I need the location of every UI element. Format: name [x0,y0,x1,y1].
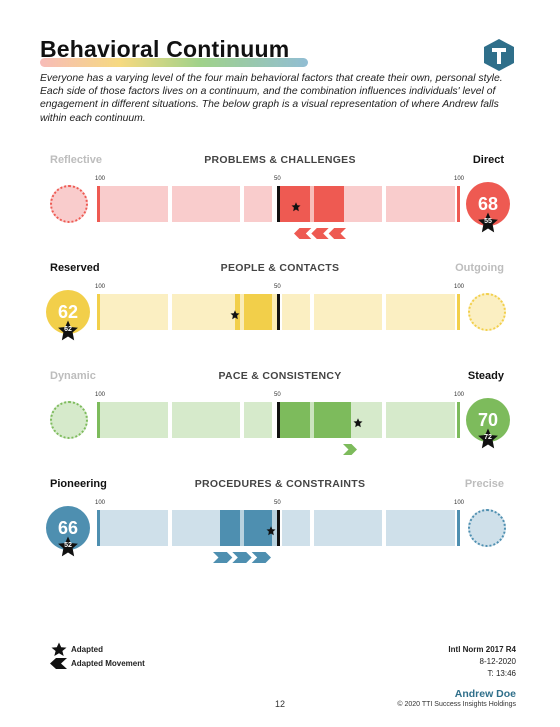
report-time: T: 13:46 [487,669,516,678]
scale-tick-label: 100 [95,392,106,398]
chevron-left-icon [50,658,67,669]
continuum-right-label: Direct [472,154,504,166]
continuum-segment [282,294,310,330]
adapted-score-star: 62 [57,320,79,342]
natural-score-fill [278,402,351,438]
scale-tick-label: 100 [454,392,465,398]
continuum-segment [282,510,310,546]
continuum-title: PROCEDURES & CONSTRAINTS [194,478,366,490]
chevron-right-icon [213,550,271,568]
continuum-segment [100,402,168,438]
adapted-score-star: 52 [57,536,79,558]
star-icon [51,642,67,656]
scale-end-line [457,186,460,222]
continuum-segment [100,510,168,546]
continuum-right-label: Outgoing [455,262,504,274]
continuum-right-label: Precise [464,478,504,490]
chevron-right-icon [343,442,357,460]
continuum-segment [172,402,240,438]
adapted-score-star: 72 [477,428,499,450]
inactive-side-circle [468,293,506,331]
continuum-left-label: Dynamic [50,370,96,382]
scale-tick-label: 100 [454,500,465,506]
center-line [277,294,280,330]
segment-gap [310,402,314,438]
scale-end-line [97,510,100,546]
continuum-title: PROBLEMS & CHALLENGES [204,154,356,166]
adapted-star-icon [266,523,276,541]
continuum-segment [386,510,455,546]
scale-end-line [97,294,100,330]
scale-end-line [457,510,460,546]
adapted-star-icon [353,415,363,433]
continuum-left-label: Reserved [50,262,100,274]
continuum-title: PEOPLE & CONTACTS [220,262,340,274]
segment-gap [240,510,244,546]
center-line [277,510,280,546]
continuum-segment [314,294,382,330]
scale-end-line [97,186,100,222]
continuum-segment [100,294,168,330]
page-title: Behavioral Continuum [40,36,290,62]
adapted-score-value: 72 [484,434,492,441]
segment-gap [310,186,314,222]
center-line [277,186,280,222]
continuum-segment [172,294,240,330]
tti-logo-icon [484,39,514,71]
inactive-side-circle [50,185,88,223]
scale-end-line [457,402,460,438]
scale-tick-label: 100 [95,284,106,290]
inactive-side-circle [50,401,88,439]
adapted-score-value: 55 [484,218,492,225]
adapted-star-icon [230,307,240,325]
chevron-left-icon [294,226,346,244]
scale-tick-label: 50 [274,284,281,290]
inactive-side-circle [468,509,506,547]
continuum-segment [244,186,272,222]
scale-tick-label: 100 [454,284,465,290]
adapted-score-star: 55 [477,212,499,234]
intro-paragraph: Everyone has a varying level of the four… [40,73,503,124]
adapted-star-icon [291,199,301,217]
continuum-segment [244,402,272,438]
legend-movement-label: Adapted Movement [71,659,145,668]
natural-score-fill [220,510,278,546]
norm-name: Intl Norm 2017 R4 [448,645,516,654]
adapted-score-value: 52 [64,542,72,549]
continuum-right-label: Steady [467,370,504,382]
continuum-segment [100,186,168,222]
natural-score-badge: 70 [466,398,510,442]
continuum-segment [386,294,455,330]
continuum-left-label: Pioneering [50,478,107,490]
page-number: 12 [274,699,285,709]
footer-copyright: © 2020 TTI Success Insights Holdings [397,701,516,708]
scale-tick-label: 100 [454,176,465,182]
scale-tick-label: 50 [274,500,281,506]
adapted-score-value: 62 [64,326,72,333]
scale-tick-label: 50 [274,392,281,398]
scale-tick-label: 100 [95,176,106,182]
legend-adapted-label: Adapted [71,645,103,654]
title-highlight [40,58,308,67]
scale-tick-label: 100 [95,500,106,506]
scale-end-line [97,402,100,438]
report-date: 8-12-2020 [479,657,516,666]
continuum-segment [172,186,240,222]
continuum-segment [314,510,382,546]
continuum-title: PACE & CONSISTENCY [218,370,342,382]
scale-tick-label: 50 [274,176,281,182]
center-line [277,402,280,438]
footer-name: Andrew Doe [454,688,516,700]
continuum-left-label: Reflective [50,154,102,166]
scale-end-line [457,294,460,330]
continuum-segment [386,186,455,222]
continuum-segment [386,402,455,438]
segment-gap [240,294,244,330]
